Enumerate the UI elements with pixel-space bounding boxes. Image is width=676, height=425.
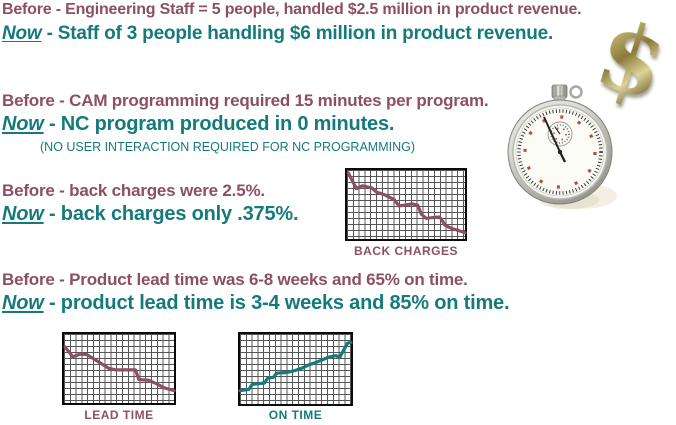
before-text: - Engineering Staff = 5 people, handled … — [51, 1, 582, 18]
before-text: - back charges were 2.5%. — [54, 181, 265, 200]
back-charges-line — [347, 170, 465, 239]
now-text: - back charges only .375%. — [43, 203, 299, 225]
before-label: Before — [2, 1, 52, 18]
before-label: Before — [2, 181, 55, 200]
back-charges-chart — [345, 168, 467, 241]
now-label: Now — [2, 203, 44, 225]
before-label: Before — [2, 91, 55, 110]
now-text: - product lead time is 3-4 weeks and 85%… — [43, 292, 510, 314]
on-time-chart-label: ON TIME — [268, 408, 323, 422]
now-line-back-charges: Now - back charges only .375%. — [2, 203, 299, 226]
now-line-lead-time: Now - product lead time is 3-4 weeks and… — [2, 292, 510, 315]
before-line-cam-programming: Before - CAM programming required 15 min… — [2, 91, 489, 111]
now-line-nc-program: Now - NC program produced in 0 minutes. — [2, 113, 394, 136]
back-charges-chart-label: BACK CHARGES — [353, 244, 458, 258]
before-text: - CAM programming required 15 minutes pe… — [54, 91, 489, 110]
stopwatch-image — [507, 84, 617, 209]
before-line-back-charges: Before - back charges were 2.5%. — [2, 181, 265, 201]
on-time-chart — [238, 332, 353, 406]
before-line-lead-time: Before - Product lead time was 6-8 weeks… — [2, 270, 468, 290]
nc-programming-note: (NO USER INTERACTION REQUIRED FOR NC PRO… — [40, 140, 416, 154]
now-label: Now — [2, 292, 44, 314]
stopwatch-icon — [503, 84, 621, 212]
lead-time-chart-label: LEAD TIME — [84, 408, 154, 422]
lead-time-line — [64, 334, 174, 403]
lead-time-chart — [62, 332, 176, 405]
before-label: Before — [2, 270, 55, 289]
now-text: - Staff of 3 people handling $6 million … — [41, 23, 554, 44]
before-text: - Product lead time was 6-8 weeks and 65… — [54, 270, 468, 289]
now-label: Now — [2, 23, 42, 44]
now-line-staff: Now - Staff of 3 people handling $6 mill… — [2, 23, 553, 45]
now-label: Now — [2, 113, 44, 135]
on-time-line — [240, 334, 351, 404]
now-text: - NC program produced in 0 minutes. — [43, 113, 395, 135]
before-line-engineering-staff: Before - Engineering Staff = 5 people, h… — [2, 1, 582, 19]
